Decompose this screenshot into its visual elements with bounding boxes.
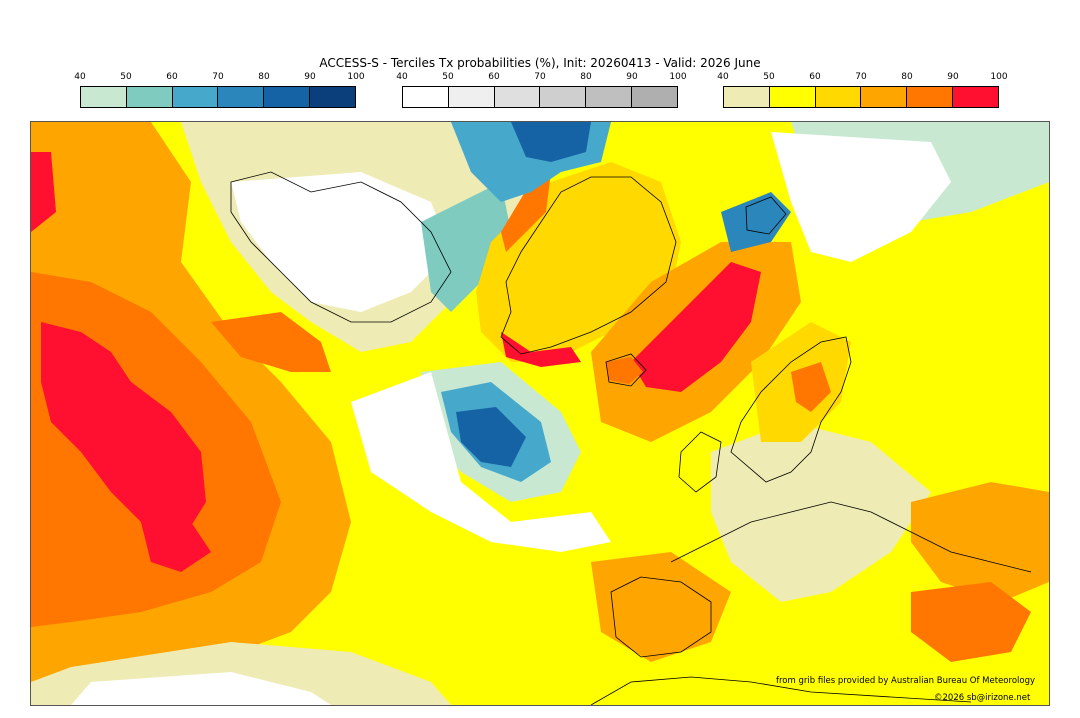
colorbar-swatches xyxy=(723,86,999,108)
tick-label: 80 xyxy=(258,72,270,82)
colorbar-below-normal: 40 50 60 70 80 90 100 xyxy=(74,72,365,112)
tick-label: 100 xyxy=(990,72,1008,82)
swatch xyxy=(310,87,355,107)
tick-label: 70 xyxy=(855,72,867,82)
swatch xyxy=(218,87,265,107)
greenland-east-coast-red xyxy=(501,172,551,252)
coastline-canadian-arctic xyxy=(230,171,452,323)
tick-label: 40 xyxy=(396,72,408,82)
map-canvas xyxy=(31,122,1049,705)
coastline-iberia xyxy=(610,576,712,658)
swatch xyxy=(403,87,449,107)
tick-label: 70 xyxy=(534,72,546,82)
tick-label: 60 xyxy=(488,72,500,82)
tick-label: 50 xyxy=(120,72,132,82)
swatch xyxy=(448,87,495,107)
swatch xyxy=(724,87,770,107)
swatch xyxy=(586,87,633,107)
tick-label: 40 xyxy=(717,72,729,82)
iceland-hot xyxy=(606,357,643,384)
tick-label: 60 xyxy=(166,72,178,82)
tick-label: 90 xyxy=(304,72,316,82)
turkey-warm xyxy=(911,582,1031,662)
copyright-credit: ©2026 sb@irizone.net xyxy=(934,693,1031,703)
tick-label: 90 xyxy=(626,72,638,82)
swatch xyxy=(264,87,311,107)
swatch xyxy=(126,87,173,107)
colorbar-above-normal: 40 50 60 70 80 90 100 xyxy=(717,72,1008,112)
labrador-sea-orange xyxy=(211,312,331,372)
barents-white-region xyxy=(771,132,951,262)
probability-map xyxy=(30,121,1050,706)
tick-label: 40 xyxy=(74,72,86,82)
tick-label: 60 xyxy=(809,72,821,82)
tick-label: 50 xyxy=(763,72,775,82)
coastline-svalbard xyxy=(745,196,787,235)
swatch xyxy=(81,87,127,107)
europe-neutral-region xyxy=(711,422,931,602)
coastline-europe xyxy=(670,501,1032,573)
svalbard-cold-region xyxy=(721,192,791,252)
north-atlantic-deep-core xyxy=(456,407,526,467)
tick-label: 80 xyxy=(901,72,913,82)
map-title: ACCESS-S - Terciles Tx probabilities (%)… xyxy=(319,56,761,70)
colorbar-ticks: 40 50 60 70 80 90 100 xyxy=(74,72,364,86)
coastline-scandinavia xyxy=(730,336,852,483)
swatch xyxy=(815,87,862,107)
northwest-corner-red xyxy=(31,152,56,232)
tick-label: 100 xyxy=(347,72,365,82)
swatch xyxy=(953,87,998,107)
swatch xyxy=(540,87,587,107)
data-source-credit: from grib files provided by Australian B… xyxy=(776,676,1036,686)
colorbar-swatches xyxy=(80,86,356,108)
atlantic-extreme-region xyxy=(41,322,206,562)
colorbar-ticks: 40 50 60 70 80 90 100 xyxy=(717,72,1007,86)
tick-label: 100 xyxy=(669,72,687,82)
scandinavia-hot xyxy=(791,362,831,412)
norwegian-sea-extreme xyxy=(631,262,761,392)
tick-label: 80 xyxy=(580,72,592,82)
coastline-africa xyxy=(590,676,972,705)
swatch xyxy=(172,87,219,107)
baffin-cool-region xyxy=(421,182,511,312)
coastline-greenland xyxy=(500,176,677,355)
iberia-warm xyxy=(591,552,731,662)
greenland-coast-red xyxy=(501,332,581,367)
coastline-iceland xyxy=(605,353,647,387)
tick-label: 70 xyxy=(212,72,224,82)
swatch xyxy=(632,87,677,107)
colorbar-swatches xyxy=(402,86,678,108)
tick-label: 50 xyxy=(442,72,454,82)
swatch xyxy=(494,87,541,107)
swatch xyxy=(769,87,816,107)
mid-atlantic-white-region xyxy=(351,372,611,552)
coastlines xyxy=(230,171,1032,705)
swatch xyxy=(861,87,908,107)
eastern-europe-orange xyxy=(911,482,1049,602)
atlantic-extreme-patch xyxy=(141,522,211,572)
colorbar-near-normal: 40 50 60 70 80 90 100 xyxy=(396,72,687,112)
arctic-deep-cold-region xyxy=(511,122,591,162)
swatch xyxy=(907,87,954,107)
colorbar-ticks: 40 50 60 70 80 90 100 xyxy=(396,72,686,86)
southwest-white xyxy=(71,672,331,705)
coastline-british-isles xyxy=(678,431,722,493)
tick-label: 90 xyxy=(947,72,959,82)
